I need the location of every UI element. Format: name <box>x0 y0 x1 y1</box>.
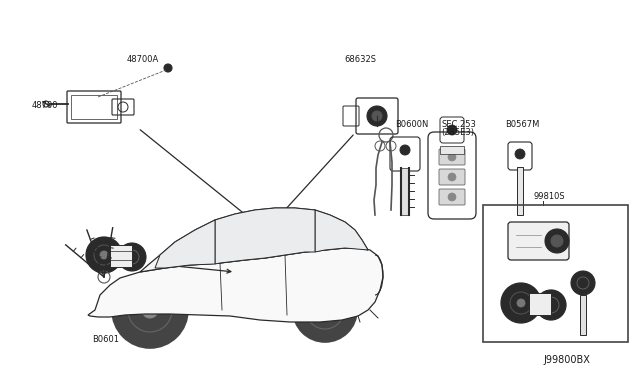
Bar <box>483 205 628 342</box>
Circle shape <box>545 229 569 253</box>
Text: B0567M: B0567M <box>505 120 540 129</box>
Circle shape <box>447 125 457 135</box>
Circle shape <box>448 153 456 161</box>
Text: (285E3): (285E3) <box>441 128 474 137</box>
Text: 48700: 48700 <box>32 101 58 110</box>
Polygon shape <box>140 208 368 272</box>
Bar <box>440 146 464 154</box>
Circle shape <box>515 149 525 159</box>
Circle shape <box>517 299 525 307</box>
Text: B0601: B0601 <box>92 335 119 344</box>
Circle shape <box>86 237 122 273</box>
Circle shape <box>551 235 563 247</box>
Circle shape <box>372 111 382 121</box>
FancyBboxPatch shape <box>439 189 465 205</box>
Circle shape <box>293 278 357 342</box>
Bar <box>580 295 586 335</box>
Bar <box>401 168 409 215</box>
Circle shape <box>164 64 172 72</box>
Circle shape <box>112 272 188 348</box>
Circle shape <box>118 243 146 271</box>
Circle shape <box>100 251 108 259</box>
Circle shape <box>571 271 595 295</box>
Circle shape <box>448 193 456 201</box>
Circle shape <box>501 283 541 323</box>
Polygon shape <box>88 248 383 322</box>
Circle shape <box>536 290 566 320</box>
Circle shape <box>142 302 158 318</box>
Circle shape <box>257 220 267 230</box>
Text: 68632S: 68632S <box>344 55 376 64</box>
Polygon shape <box>315 210 368 252</box>
Bar <box>517 167 523 215</box>
Text: 99810S: 99810S <box>533 192 564 201</box>
Circle shape <box>448 173 456 181</box>
FancyBboxPatch shape <box>508 222 569 260</box>
Circle shape <box>367 106 387 126</box>
Text: SEC.253: SEC.253 <box>441 120 476 129</box>
FancyBboxPatch shape <box>439 169 465 185</box>
Text: B0600N: B0600N <box>395 120 428 129</box>
Circle shape <box>318 303 332 317</box>
Bar <box>529 293 551 315</box>
Bar <box>110 245 132 267</box>
Circle shape <box>400 145 410 155</box>
Polygon shape <box>155 220 215 268</box>
Text: J99800BX: J99800BX <box>543 355 590 365</box>
Polygon shape <box>215 208 315 264</box>
Text: 48700A: 48700A <box>127 55 159 64</box>
Bar <box>71 95 117 119</box>
FancyBboxPatch shape <box>439 149 465 165</box>
